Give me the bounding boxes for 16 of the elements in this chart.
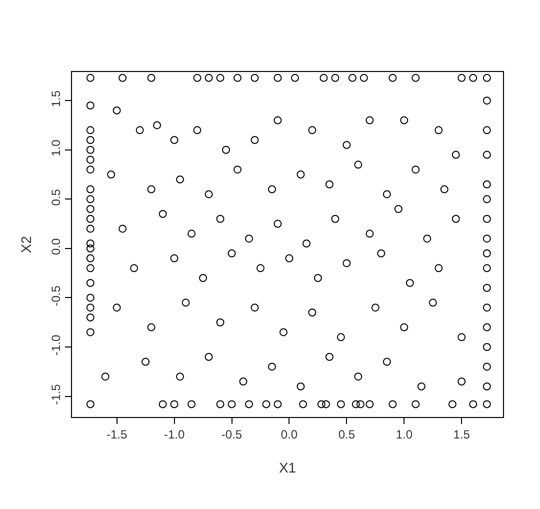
y-tick-label: 1.5	[49, 90, 64, 108]
y-tick-label: -1.5	[49, 384, 64, 405]
x-tick-label: 0.5	[338, 427, 356, 442]
y-tick-label: -0.5	[49, 285, 64, 306]
x-tick-label: 0.0	[280, 427, 298, 442]
x-tick-label: -1.0	[164, 427, 185, 442]
x-tick-label: -1.5	[106, 427, 128, 442]
x-axis-title: X1	[278, 460, 296, 476]
x-tick-label: 1.5	[453, 427, 470, 442]
x-tick-label: 1.0	[396, 427, 413, 442]
x-tick-label: -0.5	[221, 427, 242, 442]
y-tick-label: 1.0	[49, 139, 64, 156]
y-axis-title: X2	[18, 236, 34, 254]
y-tick-label: -1.0	[49, 334, 64, 356]
y-tick-label: 0.0	[49, 238, 64, 255]
y-tick-label: 0.5	[49, 188, 64, 206]
